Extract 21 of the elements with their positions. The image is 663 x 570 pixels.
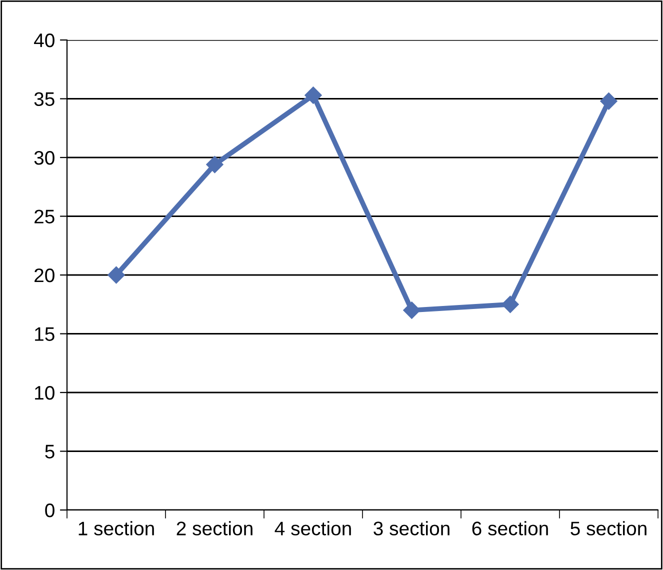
point [403, 302, 420, 319]
point [304, 86, 322, 104]
point [206, 156, 224, 174]
point [600, 92, 618, 110]
x-tick-label: 6 section [472, 521, 548, 536]
x-tick-label: 4 section [274, 521, 351, 536]
x-tick-label: 2 section [176, 521, 252, 536]
x-tick-label: 1 section [78, 521, 154, 536]
y-tick-label: 20 [34, 268, 54, 282]
y-tick-label: 30 [34, 150, 54, 165]
y-tick-label: 25 [34, 210, 54, 224]
point [502, 296, 519, 313]
x-tick-label: 3 section [374, 521, 450, 536]
x-tick-label: 5 section [570, 521, 646, 536]
point [108, 266, 125, 284]
y-tick-label: 5 [45, 444, 54, 458]
y-tick-label: 10 [35, 386, 54, 400]
y-tick-label: 35 [34, 92, 54, 106]
y-tick-label: 40 [34, 33, 54, 48]
y-tick-label: 0 [45, 503, 54, 518]
y-tick-label: 15 [35, 327, 54, 341]
